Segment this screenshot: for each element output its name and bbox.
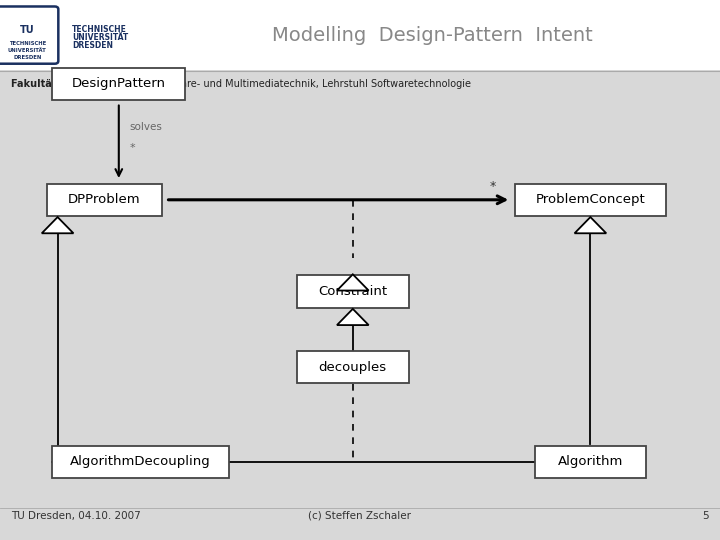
Text: Algorithm: Algorithm [558, 455, 623, 468]
Text: Constraint: Constraint [318, 285, 387, 298]
FancyBboxPatch shape [0, 6, 58, 64]
Text: solves: solves [130, 122, 163, 132]
Bar [515, 184, 666, 216]
Bar [53, 68, 185, 100]
Bar [0, 0, 720, 70]
Text: (c) Steffen Zschaler: (c) Steffen Zschaler [308, 511, 412, 521]
Text: Fakultät Informatik,: Fakultät Informatik, [11, 79, 121, 89]
Text: UNIVERSITÄT: UNIVERSITÄT [8, 48, 47, 53]
Bar [47, 184, 162, 216]
Text: *: * [490, 180, 496, 193]
Text: TECHNISCHE: TECHNISCHE [72, 25, 127, 34]
Text: DRESDEN: DRESDEN [13, 55, 42, 60]
Text: decouples: decouples [319, 361, 387, 374]
Text: DPProblem: DPProblem [68, 193, 140, 206]
Text: ProblemConcept: ProblemConcept [536, 193, 645, 206]
Text: TU: TU [20, 25, 35, 35]
Text: AlgorithmDecoupling: AlgorithmDecoupling [70, 455, 211, 468]
Text: 5: 5 [703, 511, 709, 521]
Text: DRESDEN: DRESDEN [72, 42, 113, 50]
Text: TU Dresden, 04.10. 2007: TU Dresden, 04.10. 2007 [11, 511, 140, 521]
Bar [297, 351, 409, 383]
Bar [297, 275, 409, 308]
Polygon shape [337, 274, 369, 291]
Polygon shape [42, 217, 73, 233]
Text: Modelling  Design-Pattern  Intent: Modelling Design-Pattern Intent [271, 25, 593, 45]
Text: *: * [130, 144, 135, 153]
Text: DesignPattern: DesignPattern [72, 77, 166, 90]
Bar [534, 446, 647, 478]
Text: TECHNISCHE: TECHNISCHE [9, 40, 46, 46]
Bar [53, 446, 229, 478]
Polygon shape [575, 217, 606, 233]
Text: UNIVERSITÄT: UNIVERSITÄT [72, 33, 128, 42]
Polygon shape [337, 309, 369, 325]
Text: Institut für Software- und Multimediatechnik, Lehrstuhl Softwaretechnologie: Institut für Software- und Multimediatec… [96, 79, 471, 89]
